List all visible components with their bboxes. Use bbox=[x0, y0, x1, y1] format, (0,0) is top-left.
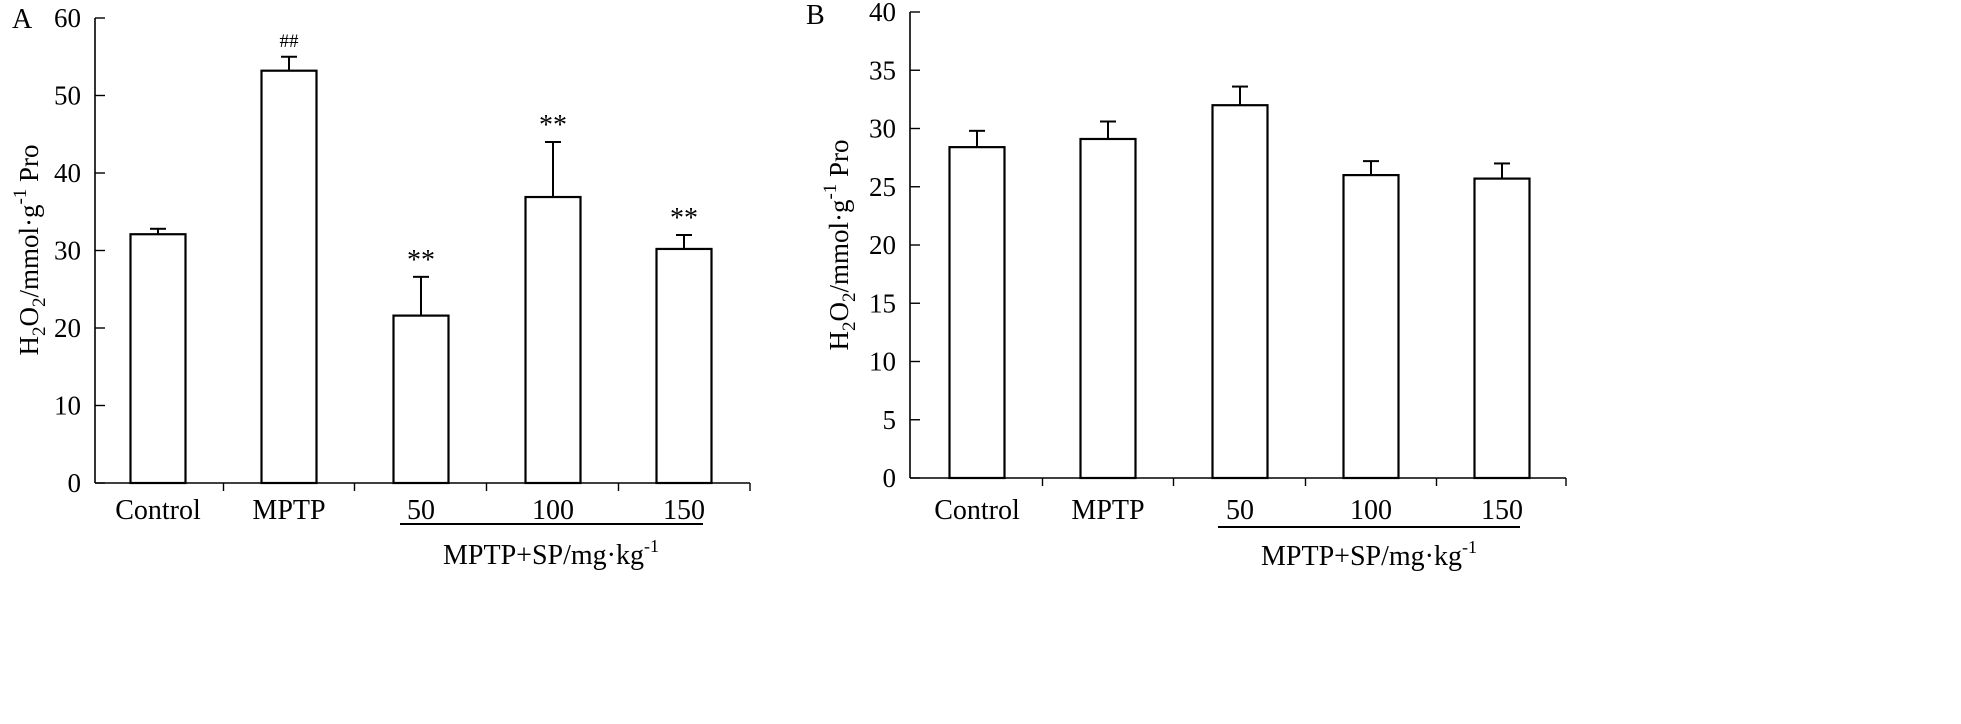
y-tick-label: 0 bbox=[68, 468, 82, 498]
y-tick-label: 15 bbox=[869, 288, 896, 318]
y-tick-label: 30 bbox=[54, 236, 81, 266]
panel-a: A 0 10 20 30 40 50 60 Control ## MPTP ** 50 ** 100 ** 15… bbox=[10, 3, 751, 571]
significance-marker: ** bbox=[670, 203, 698, 234]
category-label: Control bbox=[115, 495, 201, 526]
group-label-main: MPTP+SP/mg·kg bbox=[443, 540, 644, 571]
y-label-superscript: -1 bbox=[820, 184, 841, 200]
y-tick-label: 10 bbox=[869, 347, 896, 377]
category-label: 150 bbox=[1481, 495, 1523, 526]
y-tick-label: 20 bbox=[869, 230, 896, 260]
y-tick-label: 10 bbox=[54, 391, 81, 421]
category-label: MPTP bbox=[1071, 495, 1144, 526]
category-label: MPTP bbox=[252, 495, 325, 526]
y-tick-label: 60 bbox=[54, 3, 81, 33]
y-label-h: H bbox=[14, 336, 44, 356]
category-label: 50 bbox=[407, 495, 435, 526]
group-label: MPTP+SP/mg·kg-1 bbox=[1261, 537, 1477, 572]
y-tick-label: 30 bbox=[869, 114, 896, 144]
bar bbox=[1211, 104, 1269, 480]
y-tick-label: 0 bbox=[883, 463, 897, 493]
panel-letter: A bbox=[12, 4, 33, 35]
group-label-main: MPTP+SP/mg·kg bbox=[1261, 541, 1462, 572]
y-tick-label: 20 bbox=[54, 313, 81, 343]
category-label: 50 bbox=[1226, 495, 1254, 526]
y-label-o: O bbox=[824, 302, 854, 322]
category-label: 100 bbox=[1350, 495, 1392, 526]
y-tick-label: 40 bbox=[869, 0, 896, 27]
group-label: MPTP+SP/mg·kg-1 bbox=[443, 536, 659, 571]
y-label-sub2: 2 bbox=[29, 298, 50, 308]
y-label-h: H bbox=[824, 331, 854, 351]
y-label-unit: /mmol·g bbox=[14, 205, 44, 298]
y-tick-label: 25 bbox=[869, 172, 896, 202]
y-label-unit: /mmol·g bbox=[824, 200, 854, 293]
bar bbox=[1079, 137, 1137, 480]
y-label-sub1: 2 bbox=[29, 327, 50, 337]
bar bbox=[260, 69, 318, 485]
y-label-tail: Pro bbox=[824, 139, 854, 183]
panel-letter: B bbox=[806, 0, 825, 31]
significance-marker: ** bbox=[539, 110, 567, 141]
y-axis-label: H2O2/mmol·g-1 Pro bbox=[820, 139, 860, 350]
y-tick-label: 40 bbox=[54, 158, 81, 188]
bar bbox=[655, 247, 713, 485]
bar bbox=[948, 146, 1006, 480]
y-label-superscript: -1 bbox=[10, 189, 31, 205]
category-label: Control bbox=[934, 495, 1020, 526]
y-label-sub2: 2 bbox=[839, 293, 860, 303]
y-tick-label: 5 bbox=[883, 405, 897, 435]
bar bbox=[129, 233, 187, 485]
y-axis-label: H2O2/mmol·g-1 Pro bbox=[10, 144, 50, 355]
category-label: 150 bbox=[663, 495, 705, 526]
category-label: 100 bbox=[532, 495, 574, 526]
bar bbox=[392, 314, 450, 485]
group-label-superscript: -1 bbox=[644, 536, 659, 556]
y-tick-label: 50 bbox=[54, 81, 81, 111]
y-label-o: O bbox=[14, 307, 44, 327]
y-tick-label: 35 bbox=[869, 55, 896, 85]
bar bbox=[1473, 177, 1531, 480]
bar bbox=[524, 195, 582, 485]
group-label-superscript: -1 bbox=[1462, 537, 1477, 557]
y-label-sub1: 2 bbox=[839, 322, 860, 332]
y-label-tail: Pro bbox=[14, 144, 44, 188]
significance-marker: ## bbox=[280, 31, 300, 52]
bar bbox=[1342, 174, 1400, 480]
significance-marker: ** bbox=[407, 245, 435, 276]
